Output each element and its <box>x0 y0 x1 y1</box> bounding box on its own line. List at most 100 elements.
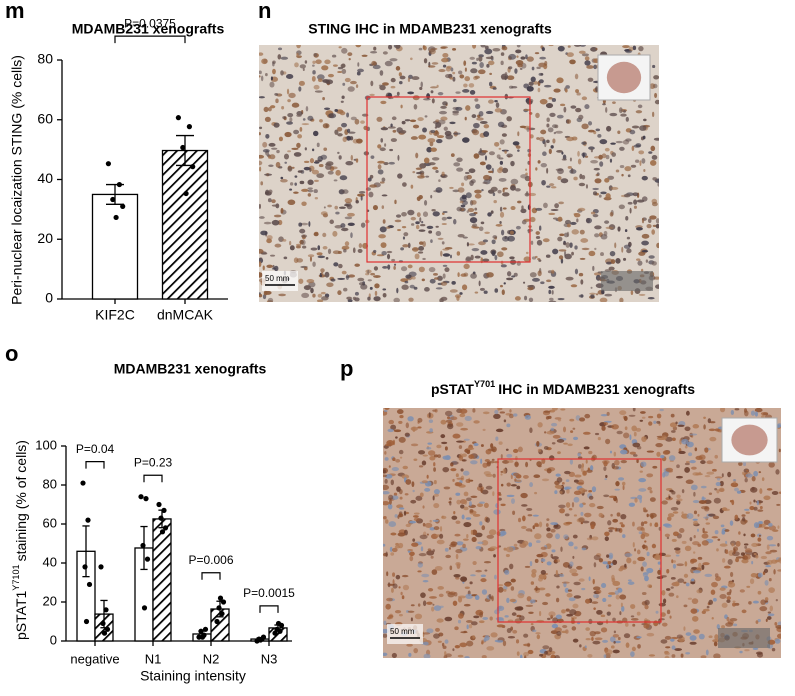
cell-nucleus <box>746 585 751 588</box>
cell-nucleus <box>769 549 778 553</box>
cell-nucleus <box>604 293 613 297</box>
cell-nucleus <box>593 167 600 171</box>
cell-nucleus <box>481 540 489 546</box>
cell-nucleus <box>422 579 429 583</box>
cell-nucleus <box>264 290 272 295</box>
cell-nucleus <box>418 450 426 455</box>
cell-nucleus <box>485 164 492 170</box>
cell-nucleus <box>618 107 623 114</box>
data-point <box>144 556 151 562</box>
cell-nucleus <box>623 110 626 113</box>
cell-nucleus <box>396 91 400 96</box>
cell-nucleus <box>259 75 261 78</box>
cell-nucleus <box>766 535 774 541</box>
cell-nucleus <box>639 125 647 131</box>
cell-nucleus <box>433 462 436 467</box>
image-title-suffix: IHC in MDAMB231 xenografts <box>498 381 695 397</box>
cell-nucleus <box>609 158 613 163</box>
cell-nucleus <box>709 436 717 442</box>
cell-nucleus <box>494 609 500 615</box>
cell-nucleus <box>500 264 507 268</box>
cell-nucleus <box>422 127 427 133</box>
cell-nucleus <box>701 533 709 539</box>
cell-nucleus <box>605 106 608 113</box>
cell-nucleus <box>700 460 706 465</box>
cell-nucleus <box>468 454 475 459</box>
cell-nucleus <box>635 143 642 148</box>
cell-nucleus <box>489 72 492 76</box>
cell-nucleus <box>441 212 445 215</box>
cell-nucleus <box>446 423 454 430</box>
cell-nucleus <box>456 157 463 163</box>
cell-nucleus <box>388 521 397 528</box>
cell-nucleus <box>704 447 709 453</box>
cell-nucleus <box>624 426 628 431</box>
cell-nucleus <box>283 153 290 160</box>
cell-nucleus <box>519 125 527 129</box>
scale-bar-box <box>262 271 298 291</box>
cell-nucleus <box>745 511 750 514</box>
cell-nucleus <box>588 250 596 257</box>
cell-nucleus <box>469 581 473 585</box>
cell-nucleus <box>528 542 533 547</box>
cell-nucleus <box>550 186 557 189</box>
cell-nucleus <box>640 521 645 527</box>
cell-nucleus <box>367 279 372 282</box>
cell-nucleus <box>566 231 570 238</box>
cell-nucleus <box>592 191 598 196</box>
cell-nucleus <box>503 585 508 591</box>
significance-bracket <box>85 461 105 469</box>
cell-nucleus <box>402 584 410 591</box>
cell-nucleus <box>604 531 610 537</box>
cell-nucleus <box>775 469 780 475</box>
cell-nucleus <box>442 101 448 106</box>
cell-nucleus <box>641 158 646 164</box>
cell-nucleus <box>472 129 480 136</box>
cell-nucleus <box>291 166 295 169</box>
cell-nucleus <box>672 560 676 563</box>
cell-nucleus <box>340 223 346 228</box>
cell-nucleus <box>730 482 739 488</box>
cell-nucleus <box>538 610 542 617</box>
cell-nucleus <box>436 618 444 623</box>
cell-nucleus <box>506 116 512 122</box>
cell-nucleus <box>413 458 418 462</box>
cell-nucleus <box>641 233 650 239</box>
cell-nucleus <box>392 129 397 133</box>
cell-nucleus <box>763 495 771 501</box>
cell-nucleus <box>752 600 759 604</box>
cell-nucleus <box>758 521 763 525</box>
data-point <box>120 203 126 209</box>
cell-nucleus <box>566 52 574 58</box>
cell-nucleus <box>652 177 658 181</box>
cell-nucleus <box>585 184 589 189</box>
cell-nucleus <box>712 515 720 520</box>
cell-nucleus <box>769 605 774 612</box>
cell-nucleus <box>615 527 621 532</box>
cell-nucleus <box>577 158 582 165</box>
cell-nucleus <box>360 222 366 228</box>
cell-nucleus <box>435 187 443 193</box>
cell-nucleus <box>600 252 604 256</box>
cell-nucleus <box>395 45 401 49</box>
cell-nucleus <box>391 652 397 658</box>
cell-nucleus <box>303 266 308 271</box>
cell-nucleus <box>320 154 328 160</box>
cell-nucleus <box>578 50 586 54</box>
cell-nucleus <box>530 623 534 626</box>
cell-nucleus <box>595 128 601 132</box>
cell-nucleus <box>431 98 435 104</box>
cell-nucleus <box>557 297 565 301</box>
cell-nucleus <box>442 467 450 473</box>
cell-nucleus <box>608 527 615 530</box>
cell-nucleus <box>579 229 585 235</box>
cell-nucleus <box>544 650 548 655</box>
cell-nucleus <box>557 176 562 181</box>
cell-nucleus <box>565 242 570 248</box>
cell-nucleus <box>472 45 477 49</box>
cell-nucleus <box>512 629 518 634</box>
cell-nucleus <box>648 415 654 419</box>
cell-nucleus <box>777 621 781 627</box>
cell-nucleus <box>565 85 570 89</box>
cell-nucleus <box>573 479 579 483</box>
